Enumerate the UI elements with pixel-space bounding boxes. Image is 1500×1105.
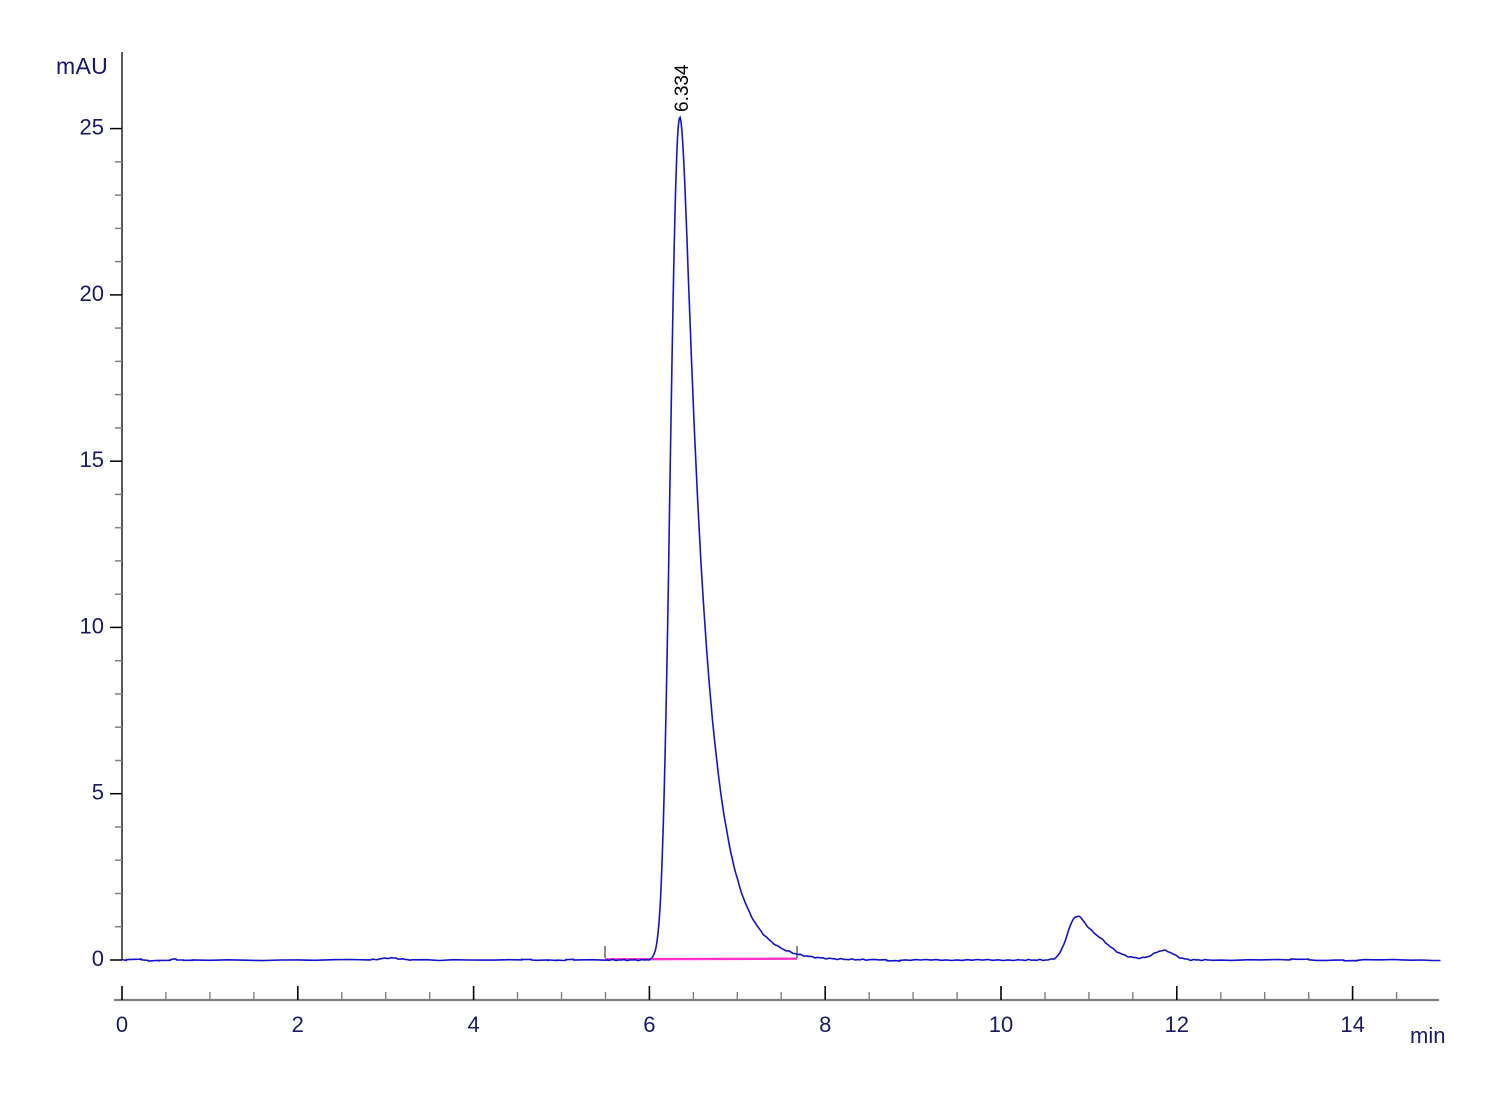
svg-text:12: 12 — [1165, 1012, 1189, 1037]
svg-text:15: 15 — [80, 447, 104, 472]
svg-text:14: 14 — [1340, 1012, 1364, 1037]
svg-text:5: 5 — [92, 780, 104, 805]
svg-text:25: 25 — [80, 115, 104, 140]
svg-text:20: 20 — [80, 281, 104, 306]
svg-text:0: 0 — [116, 1012, 128, 1037]
svg-text:mAU: mAU — [56, 53, 108, 79]
svg-text:min: min — [1410, 1023, 1445, 1048]
svg-text:6.334: 6.334 — [672, 64, 693, 112]
svg-text:10: 10 — [989, 1012, 1013, 1037]
svg-text:0: 0 — [92, 946, 104, 971]
svg-text:6: 6 — [643, 1012, 655, 1037]
svg-text:10: 10 — [80, 613, 104, 638]
svg-text:2: 2 — [292, 1012, 304, 1037]
svg-text:8: 8 — [819, 1012, 831, 1037]
svg-text:4: 4 — [467, 1012, 479, 1037]
